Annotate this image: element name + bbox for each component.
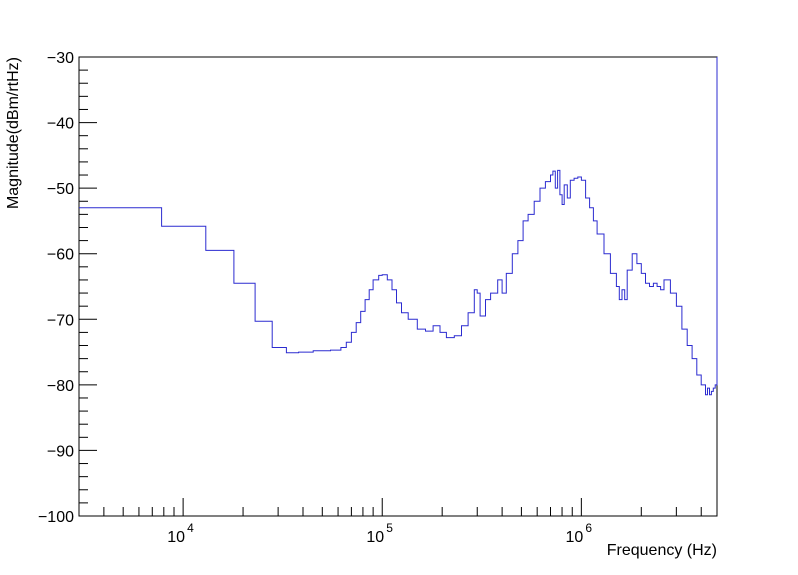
- y-tick-label: −90: [47, 443, 74, 460]
- y-tick-label: −30: [47, 50, 74, 67]
- y-tick-label: −40: [47, 116, 74, 133]
- plot-frame: [78, 56, 718, 517]
- x-tick-label-base: 10: [366, 529, 384, 546]
- y-tick-label: −70: [47, 312, 74, 329]
- x-tick-label-base: 10: [167, 529, 185, 546]
- series-line-0: [79, 57, 718, 396]
- x-tick-label-exponent: 4: [187, 521, 194, 535]
- x-tick-label-base: 10: [565, 529, 583, 546]
- y-tick-label: −80: [47, 378, 74, 395]
- x-tick-label: 104: [167, 521, 194, 546]
- x-tick-label-exponent: 5: [386, 521, 393, 535]
- y-axis-ticks: −30 −40 −50 −60 −70 −80 −90 −100: [38, 50, 97, 526]
- y-axis-title: Magnitude(dBm/rtHz): [5, 57, 22, 209]
- x-axis-title: Frequency (Hz): [607, 542, 717, 559]
- series-layer: [79, 57, 718, 396]
- x-tick-label: 106: [565, 521, 592, 546]
- x-tick-label-exponent: 6: [585, 521, 592, 535]
- y-tick-label: −50: [47, 181, 74, 198]
- y-tick-label: −100: [38, 509, 74, 526]
- x-tick-label: 105: [366, 521, 393, 546]
- y-tick-label: −60: [47, 247, 74, 264]
